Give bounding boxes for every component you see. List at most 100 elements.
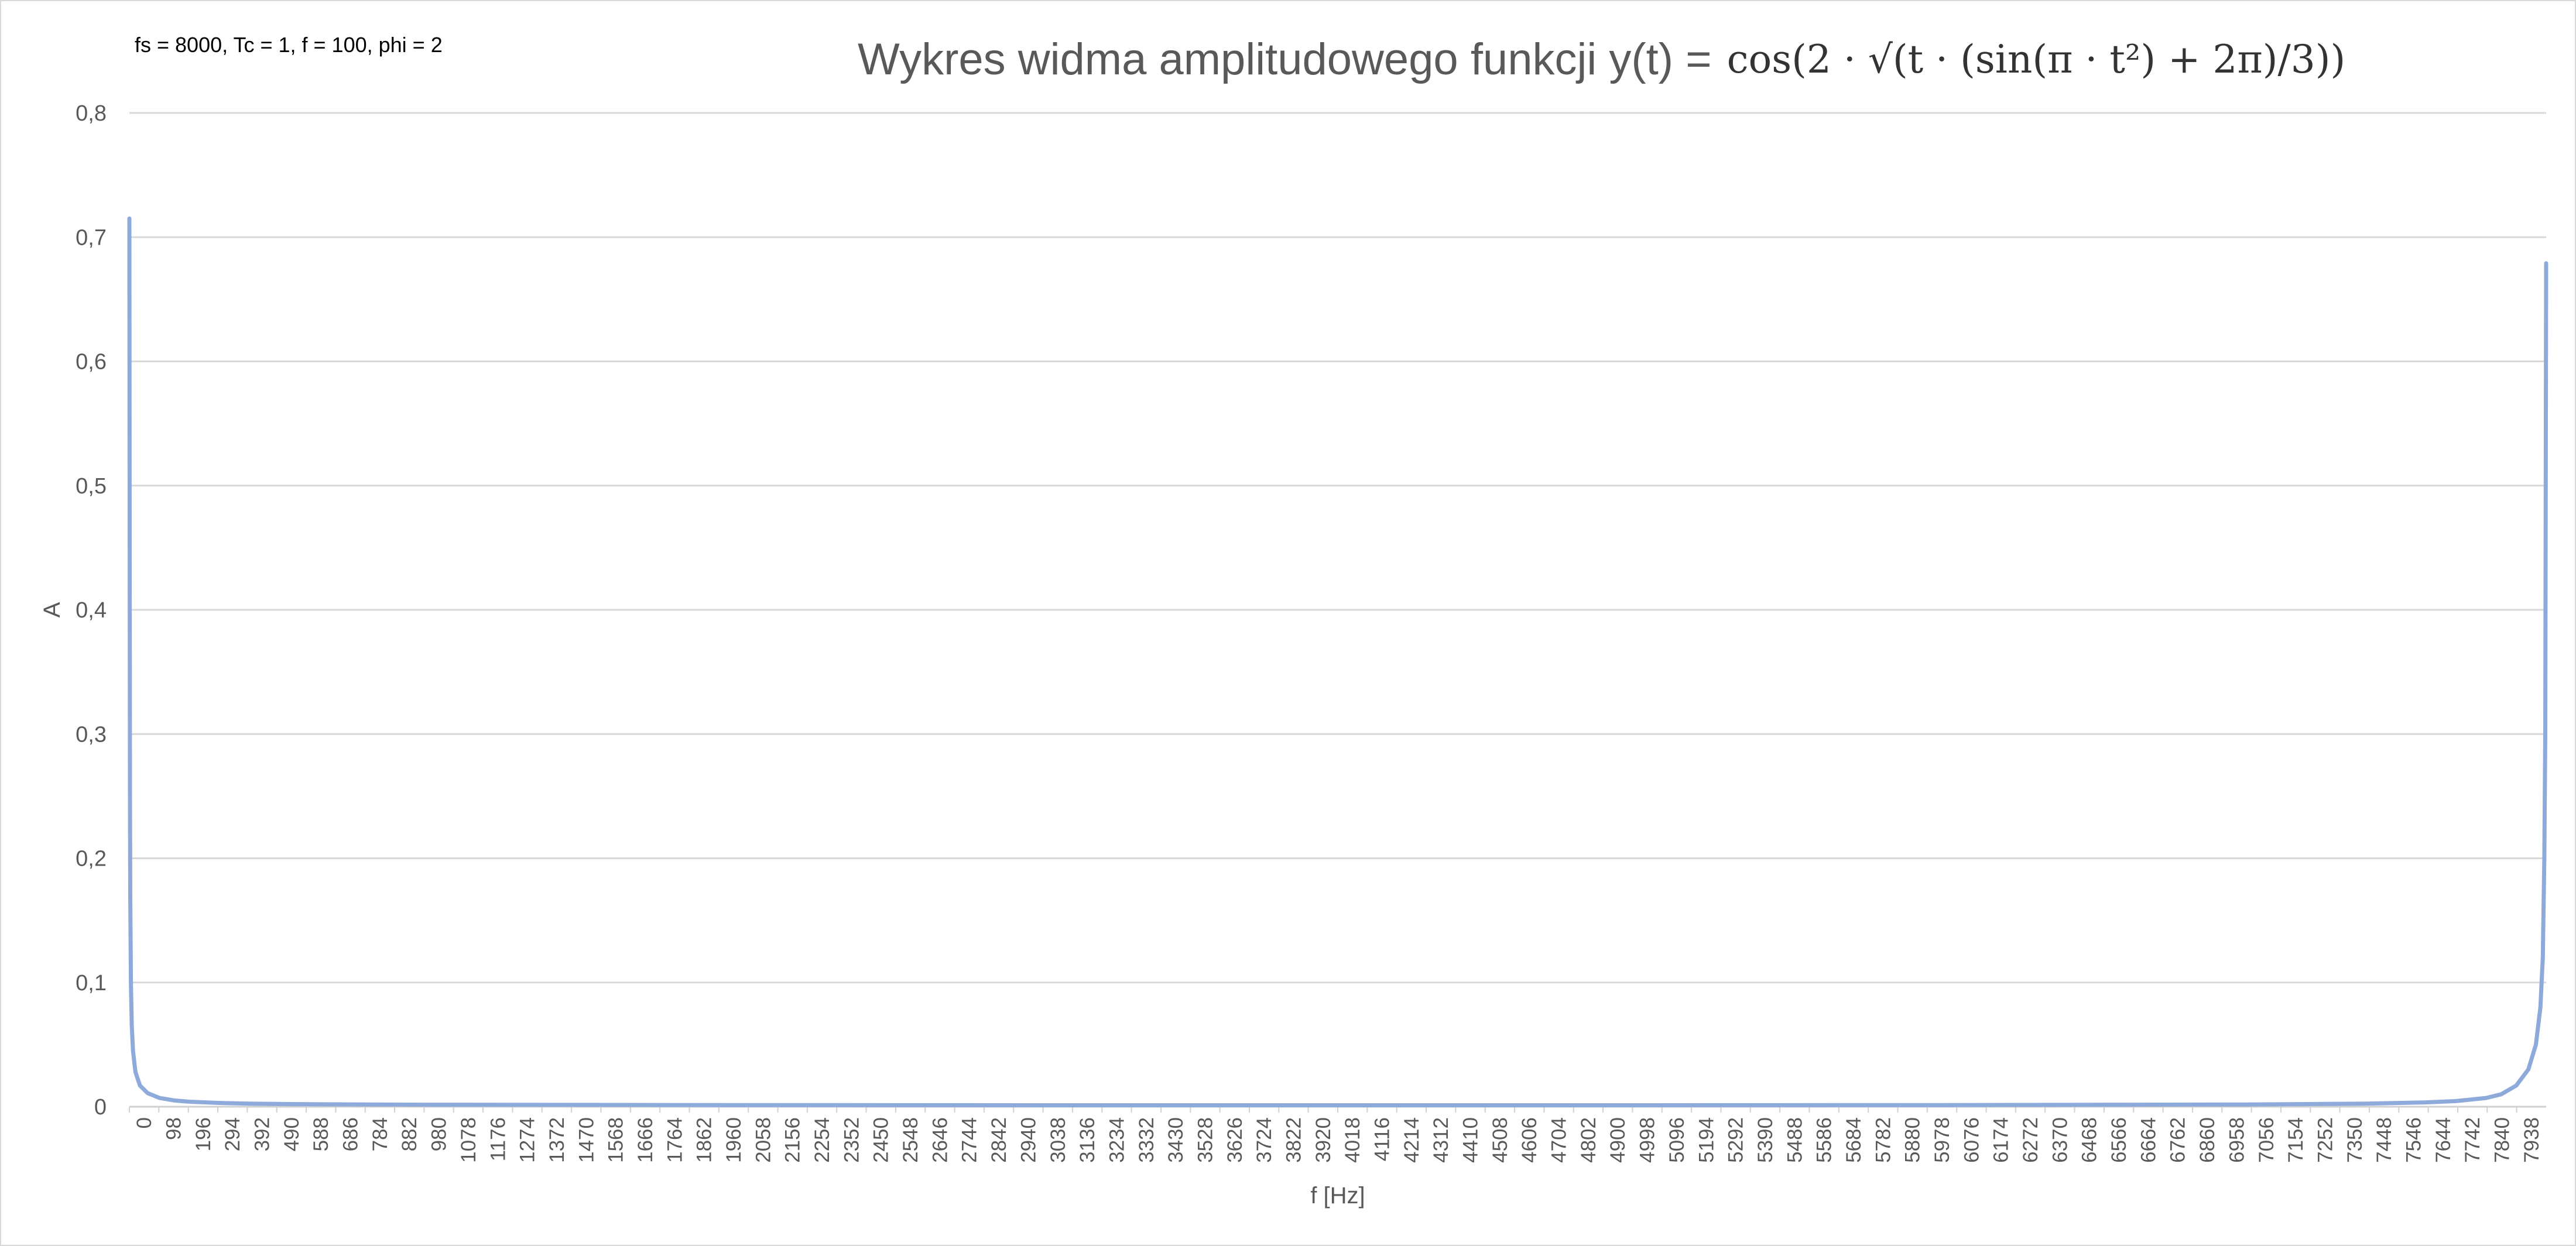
x-tick-label: 1176 bbox=[487, 1117, 509, 1161]
x-tick-label: 3822 bbox=[1282, 1117, 1305, 1163]
y-tick-label: 0,5 bbox=[76, 474, 107, 499]
x-tick-label: 4704 bbox=[1548, 1117, 1571, 1163]
x-tick-label: 1666 bbox=[634, 1117, 657, 1163]
chart-title-formula: cos(2 · √(t · (sin(π · t²) + 2π)/3)) bbox=[1727, 36, 2346, 82]
x-tick-label: 4900 bbox=[1606, 1117, 1629, 1163]
x-tick-label: 4214 bbox=[1400, 1117, 1423, 1163]
x-tick-label: 5292 bbox=[1725, 1117, 1748, 1163]
x-tick-label: 6958 bbox=[2225, 1117, 2248, 1163]
x-tick-label: 6076 bbox=[1960, 1117, 1983, 1163]
x-tick-label: 6566 bbox=[2108, 1117, 2130, 1163]
x-tick-label: 2940 bbox=[1017, 1117, 1040, 1163]
x-tick-label: 7938 bbox=[2520, 1117, 2543, 1163]
x-tick-label: 3332 bbox=[1135, 1117, 1158, 1163]
y-tick-label: 0 bbox=[94, 1095, 107, 1120]
x-tick-label: 3136 bbox=[1076, 1117, 1099, 1163]
x-tick-label: 2156 bbox=[782, 1117, 804, 1163]
x-tick-label: 2842 bbox=[988, 1117, 1010, 1163]
x-tick-label: 7742 bbox=[2461, 1117, 2484, 1163]
y-axis-title: A bbox=[39, 602, 65, 617]
x-tick-label: 7350 bbox=[2344, 1117, 2366, 1163]
x-tick-label: 1960 bbox=[722, 1117, 745, 1163]
x-tick-label: 5978 bbox=[1931, 1117, 1954, 1163]
parameters-annotation: fs = 8000, Tc = 1, f = 100, phi = 2 bbox=[135, 33, 443, 57]
x-tick-label: 4508 bbox=[1489, 1117, 1512, 1163]
x-tick-label: 6272 bbox=[2019, 1117, 2042, 1163]
x-tick-label: 4606 bbox=[1518, 1117, 1541, 1163]
x-tick-label: 7056 bbox=[2255, 1117, 2278, 1163]
x-tick-label: 7840 bbox=[2491, 1117, 2513, 1163]
x-tick-label: 588 bbox=[310, 1117, 333, 1151]
x-tick-label: 6370 bbox=[2049, 1117, 2071, 1163]
x-tick-label: 4116 bbox=[1371, 1117, 1394, 1161]
x-tick-label: 7546 bbox=[2402, 1117, 2425, 1163]
x-tick-label: 3038 bbox=[1047, 1117, 1070, 1163]
x-tick-label: 4802 bbox=[1577, 1117, 1600, 1163]
x-tick-label: 2548 bbox=[899, 1117, 922, 1163]
x-tick-label: 3626 bbox=[1224, 1117, 1246, 1163]
x-tick-label: 2058 bbox=[752, 1117, 775, 1163]
x-tick-label: 5390 bbox=[1754, 1117, 1777, 1163]
x-tick-label: 5488 bbox=[1783, 1117, 1806, 1163]
x-tick-label: 7448 bbox=[2373, 1117, 2396, 1163]
x-tick-label: 686 bbox=[340, 1117, 362, 1151]
x-tick-label: 7644 bbox=[2432, 1117, 2455, 1163]
x-tick-label: 490 bbox=[280, 1117, 303, 1151]
x-tick-label: 6664 bbox=[2137, 1117, 2160, 1163]
x-tick-label: 4312 bbox=[1430, 1117, 1453, 1163]
x-tick-label: 980 bbox=[428, 1117, 451, 1151]
x-tick-label: 2744 bbox=[958, 1117, 981, 1163]
x-tick-label: 1470 bbox=[575, 1117, 598, 1163]
y-tick-label: 0,3 bbox=[76, 722, 107, 747]
x-tick-label: 2254 bbox=[811, 1117, 834, 1163]
y-tick-label: 0,8 bbox=[76, 101, 107, 126]
y-tick-label: 0,2 bbox=[76, 847, 107, 871]
chart-title-text: Wykres widma amplitudowego funkcji y(t) … bbox=[858, 34, 1712, 84]
x-tick-label: 98 bbox=[163, 1117, 186, 1140]
x-tick-label: 5194 bbox=[1695, 1117, 1718, 1163]
x-tick-label: 392 bbox=[251, 1117, 274, 1151]
x-tick-label: 294 bbox=[221, 1117, 244, 1151]
x-tick-label: 1862 bbox=[693, 1117, 716, 1163]
x-tick-label: 4410 bbox=[1460, 1117, 1482, 1163]
x-tick-label: 882 bbox=[398, 1117, 421, 1151]
y-tick-label: 0,4 bbox=[76, 598, 107, 623]
x-tick-label: 1274 bbox=[516, 1117, 539, 1163]
x-tick-label: 6762 bbox=[2167, 1117, 2190, 1163]
x-tick-label: 7252 bbox=[2314, 1117, 2337, 1163]
x-tick-label: 0 bbox=[133, 1117, 156, 1128]
x-tick-label: 7154 bbox=[2284, 1117, 2307, 1163]
x-tick-label: 196 bbox=[192, 1117, 215, 1151]
x-tick-label: 1372 bbox=[546, 1117, 568, 1163]
x-tick-label: 5684 bbox=[1842, 1117, 1865, 1163]
x-tick-label: 2352 bbox=[840, 1117, 863, 1163]
x-tick-label: 5782 bbox=[1872, 1117, 1895, 1163]
x-tick-label: 1568 bbox=[605, 1117, 628, 1163]
x-tick-label: 2450 bbox=[870, 1117, 893, 1163]
x-tick-label: 1764 bbox=[663, 1117, 686, 1163]
y-tick-label: 0,7 bbox=[76, 225, 107, 250]
chart-title: Wykres widma amplitudowego funkcji y(t) … bbox=[858, 21, 2345, 97]
x-tick-label: 3234 bbox=[1105, 1117, 1128, 1163]
x-tick-label: 5096 bbox=[1666, 1117, 1688, 1163]
x-tick-label: 5586 bbox=[1813, 1117, 1836, 1163]
x-tick-label: 4018 bbox=[1341, 1117, 1364, 1163]
x-tick-label: 6860 bbox=[2196, 1117, 2219, 1163]
x-tick-label: 1078 bbox=[457, 1117, 480, 1163]
x-tick-label: 5880 bbox=[1902, 1117, 1924, 1163]
x-tick-label: 3920 bbox=[1312, 1117, 1335, 1163]
series-line bbox=[127, 216, 2548, 1107]
y-tick-label: 0,1 bbox=[76, 971, 107, 996]
x-tick-label: 784 bbox=[369, 1117, 392, 1151]
x-tick-label: 3430 bbox=[1164, 1117, 1187, 1163]
x-tick-label: 4998 bbox=[1636, 1117, 1659, 1163]
x-axis-title: f [Hz] bbox=[1310, 1183, 1365, 1209]
x-tick-label: 6174 bbox=[1990, 1117, 2013, 1163]
x-tick-label: 6468 bbox=[2078, 1117, 2101, 1163]
y-tick-label: 0,6 bbox=[76, 350, 107, 375]
x-tick-label: 3724 bbox=[1253, 1117, 1276, 1163]
x-tick-label: 2646 bbox=[929, 1117, 951, 1163]
x-tick-label: 3528 bbox=[1194, 1117, 1217, 1163]
